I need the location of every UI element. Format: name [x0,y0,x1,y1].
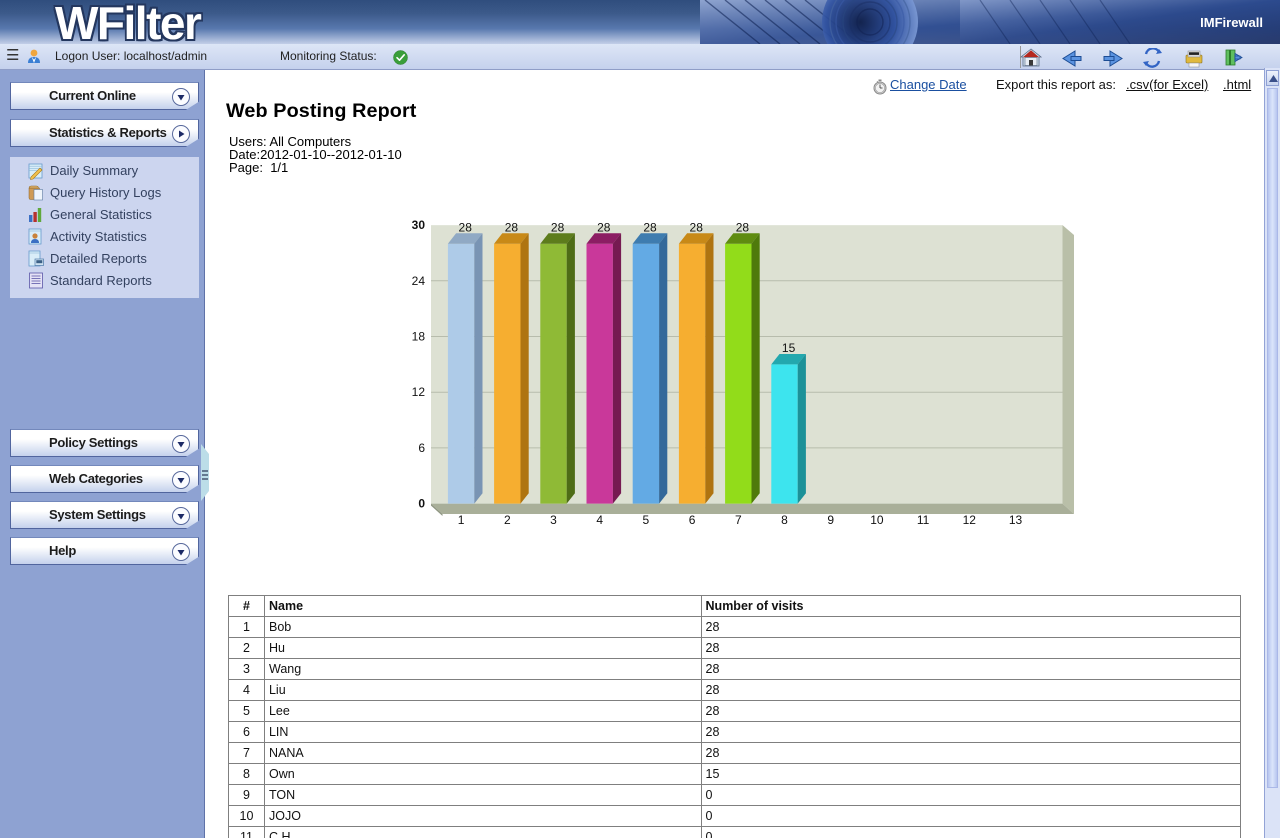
svg-text:8: 8 [781,513,788,527]
svg-text:5: 5 [643,513,650,527]
svg-text:28: 28 [597,220,611,234]
svg-text:1: 1 [458,513,465,527]
svg-text:3: 3 [550,513,557,527]
svg-text:28: 28 [736,220,750,234]
svg-text:28: 28 [643,220,657,234]
svg-text:10: 10 [870,513,884,527]
svg-text:12: 12 [412,385,426,399]
svg-text:12: 12 [963,513,977,527]
svg-text:6: 6 [689,513,696,527]
svg-text:15: 15 [782,341,796,355]
svg-text:0: 0 [418,497,425,511]
svg-text:13: 13 [1009,513,1023,527]
svg-text:28: 28 [551,220,565,234]
svg-text:24: 24 [412,274,426,288]
svg-text:28: 28 [505,220,519,234]
svg-text:9: 9 [827,513,834,527]
svg-text:30: 30 [412,218,426,232]
svg-text:11: 11 [917,513,930,527]
svg-text:28: 28 [690,220,704,234]
svg-text:6: 6 [418,441,425,455]
svg-text:28: 28 [459,220,473,234]
svg-text:7: 7 [735,513,742,527]
svg-text:4: 4 [596,513,603,527]
svg-text:18: 18 [412,330,426,344]
svg-text:2: 2 [504,513,511,527]
